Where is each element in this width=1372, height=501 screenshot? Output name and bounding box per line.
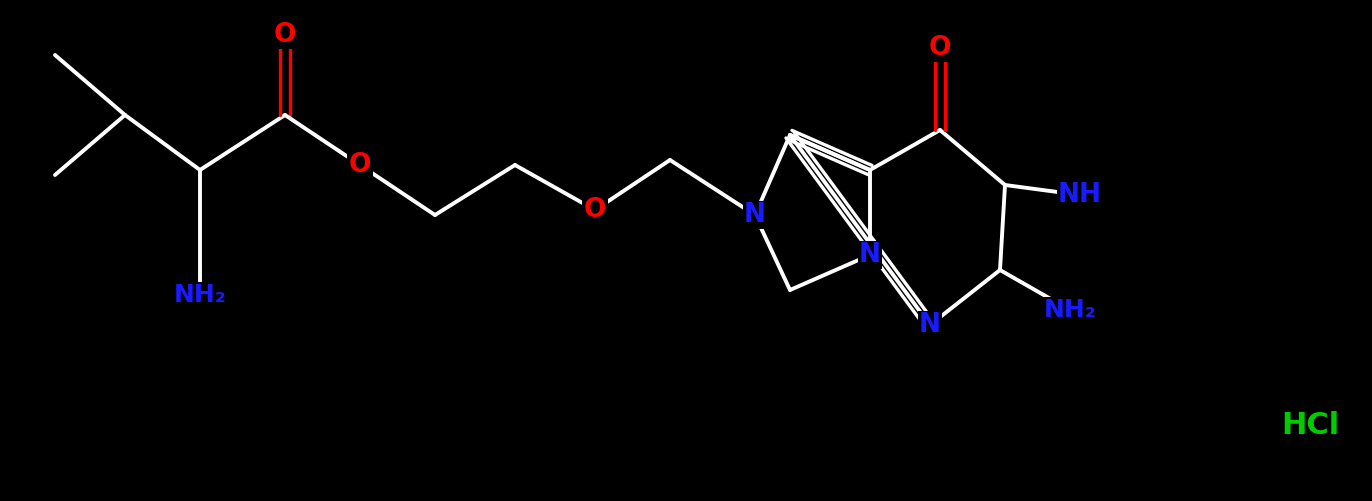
Text: N: N (744, 202, 766, 228)
Text: O: O (274, 22, 296, 48)
Text: N: N (859, 242, 881, 268)
Text: O: O (583, 197, 606, 223)
Text: HCl: HCl (1281, 410, 1339, 439)
Text: NH₂: NH₂ (1044, 298, 1096, 322)
Text: N: N (919, 312, 941, 338)
Text: O: O (348, 152, 372, 178)
Text: NH: NH (1058, 182, 1102, 208)
Text: NH₂: NH₂ (174, 283, 226, 307)
Text: O: O (929, 35, 951, 61)
